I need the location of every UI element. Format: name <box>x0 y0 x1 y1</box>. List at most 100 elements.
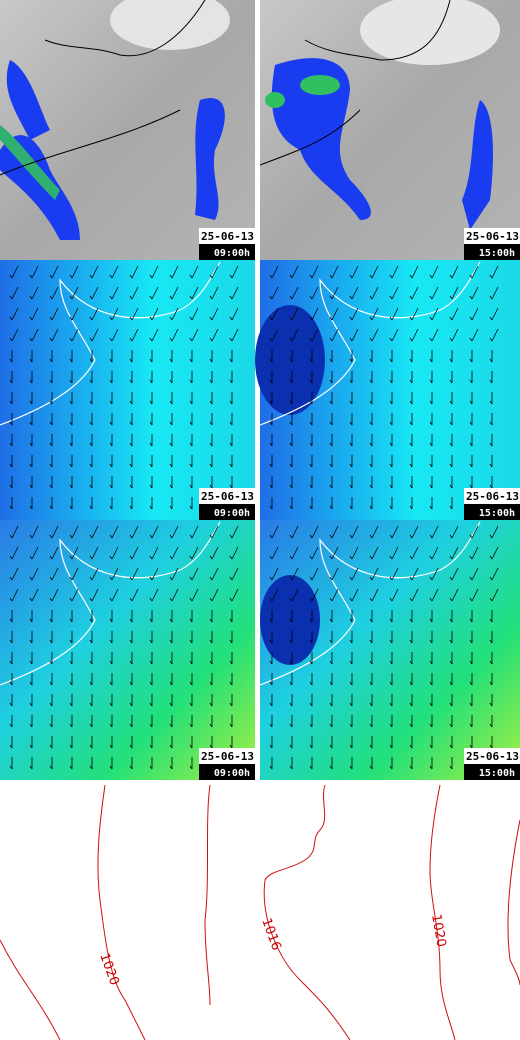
arrow-head <box>449 484 453 489</box>
arrow <box>91 546 99 560</box>
arrow-head <box>229 358 233 363</box>
arrow-head <box>409 576 413 581</box>
arrow-head <box>429 274 433 279</box>
time-labels: 25-06-13 09:00h 25-06-13 15:00h 25-06-13 09:0… <box>199 228 520 780</box>
arrow <box>331 546 339 560</box>
arrow-head <box>269 660 273 665</box>
arrow-head <box>489 274 493 279</box>
arrow-head <box>209 463 213 468</box>
arrow-head <box>369 702 373 707</box>
arrow-head <box>189 660 193 665</box>
arrow-head <box>9 316 13 321</box>
arrow-head <box>269 702 273 707</box>
arrow-head <box>89 618 93 623</box>
arrow <box>151 546 159 560</box>
arrow-head <box>89 316 93 321</box>
arrow <box>351 328 359 342</box>
arrow-head <box>189 597 193 602</box>
wind-panel <box>0 520 255 780</box>
arrow <box>151 307 159 321</box>
arrow <box>31 588 39 602</box>
arrow-head <box>429 681 433 686</box>
arrow-head <box>209 534 213 539</box>
arrow <box>291 307 299 321</box>
arrow <box>151 525 159 539</box>
arrow <box>211 286 219 300</box>
arrow-head <box>29 463 33 468</box>
arrow-head <box>29 534 33 539</box>
arrow-head <box>169 555 173 560</box>
isobars <box>0 784 520 1040</box>
arrow-head <box>409 681 413 686</box>
arrow <box>131 328 139 342</box>
arrow-head <box>69 463 73 468</box>
arrow-head <box>289 400 293 405</box>
arrow-head <box>169 295 173 300</box>
arrow-head <box>149 421 153 426</box>
arrow-head <box>89 400 93 405</box>
arrow-head <box>289 660 293 665</box>
arrow <box>271 307 279 321</box>
arrow-head <box>169 618 173 623</box>
arrow-head <box>269 463 273 468</box>
arrow-head <box>209 555 213 560</box>
panel-label: 25-06-13 15:00h <box>464 488 520 520</box>
arrow-head <box>489 597 493 602</box>
panel-label: 25-06-13 15:00h <box>464 228 520 260</box>
arrow <box>371 546 379 560</box>
arrow-head <box>109 618 113 623</box>
arrow-head <box>189 274 193 279</box>
arrow-head <box>489 555 493 560</box>
arrow-head <box>109 400 113 405</box>
arrow-head <box>9 618 13 623</box>
arrow-head <box>429 337 433 342</box>
arrow-head <box>289 316 293 321</box>
time-box <box>464 504 520 520</box>
arrow <box>191 525 199 539</box>
arrow-head <box>9 576 13 581</box>
arrow <box>431 525 439 539</box>
arrow <box>231 567 239 581</box>
arrow-head <box>409 618 413 623</box>
arrow-head <box>329 702 333 707</box>
arrow <box>331 588 339 602</box>
arrow-head <box>409 442 413 447</box>
arrow-head <box>449 618 453 623</box>
arrow-head <box>429 358 433 363</box>
arrow <box>31 546 39 560</box>
arrow-head <box>369 379 373 384</box>
time: 09:00h <box>214 508 250 519</box>
arrow-head <box>109 274 113 279</box>
arrow-head <box>9 484 13 489</box>
arrow-head <box>449 358 453 363</box>
arrow-head <box>9 400 13 405</box>
arrow-head <box>449 555 453 560</box>
arrow <box>11 588 19 602</box>
arrow-head <box>289 337 293 342</box>
arrow <box>191 328 199 342</box>
arrow-head <box>29 555 33 560</box>
arrow-head <box>189 379 193 384</box>
arrow-head <box>269 639 273 644</box>
arrow-head <box>29 681 33 686</box>
arrow-head <box>289 442 293 447</box>
arrow-head <box>449 505 453 510</box>
arrow-head <box>29 576 33 581</box>
arrow-head <box>29 421 33 426</box>
arrow-head <box>9 505 13 510</box>
arrow-head <box>469 421 473 426</box>
arrow-head <box>429 484 433 489</box>
arrow-head <box>409 316 413 321</box>
arrow-head <box>169 274 173 279</box>
arrow <box>391 567 399 581</box>
arrow-head <box>389 358 393 363</box>
coastlines <box>0 261 481 686</box>
arrow-head <box>189 295 193 300</box>
arrow <box>131 546 139 560</box>
arrow-head <box>229 295 233 300</box>
arrow-head <box>209 681 213 686</box>
arrow-head <box>89 484 93 489</box>
time-box <box>464 764 520 780</box>
arrow-head <box>389 463 393 468</box>
arrow <box>131 286 139 300</box>
